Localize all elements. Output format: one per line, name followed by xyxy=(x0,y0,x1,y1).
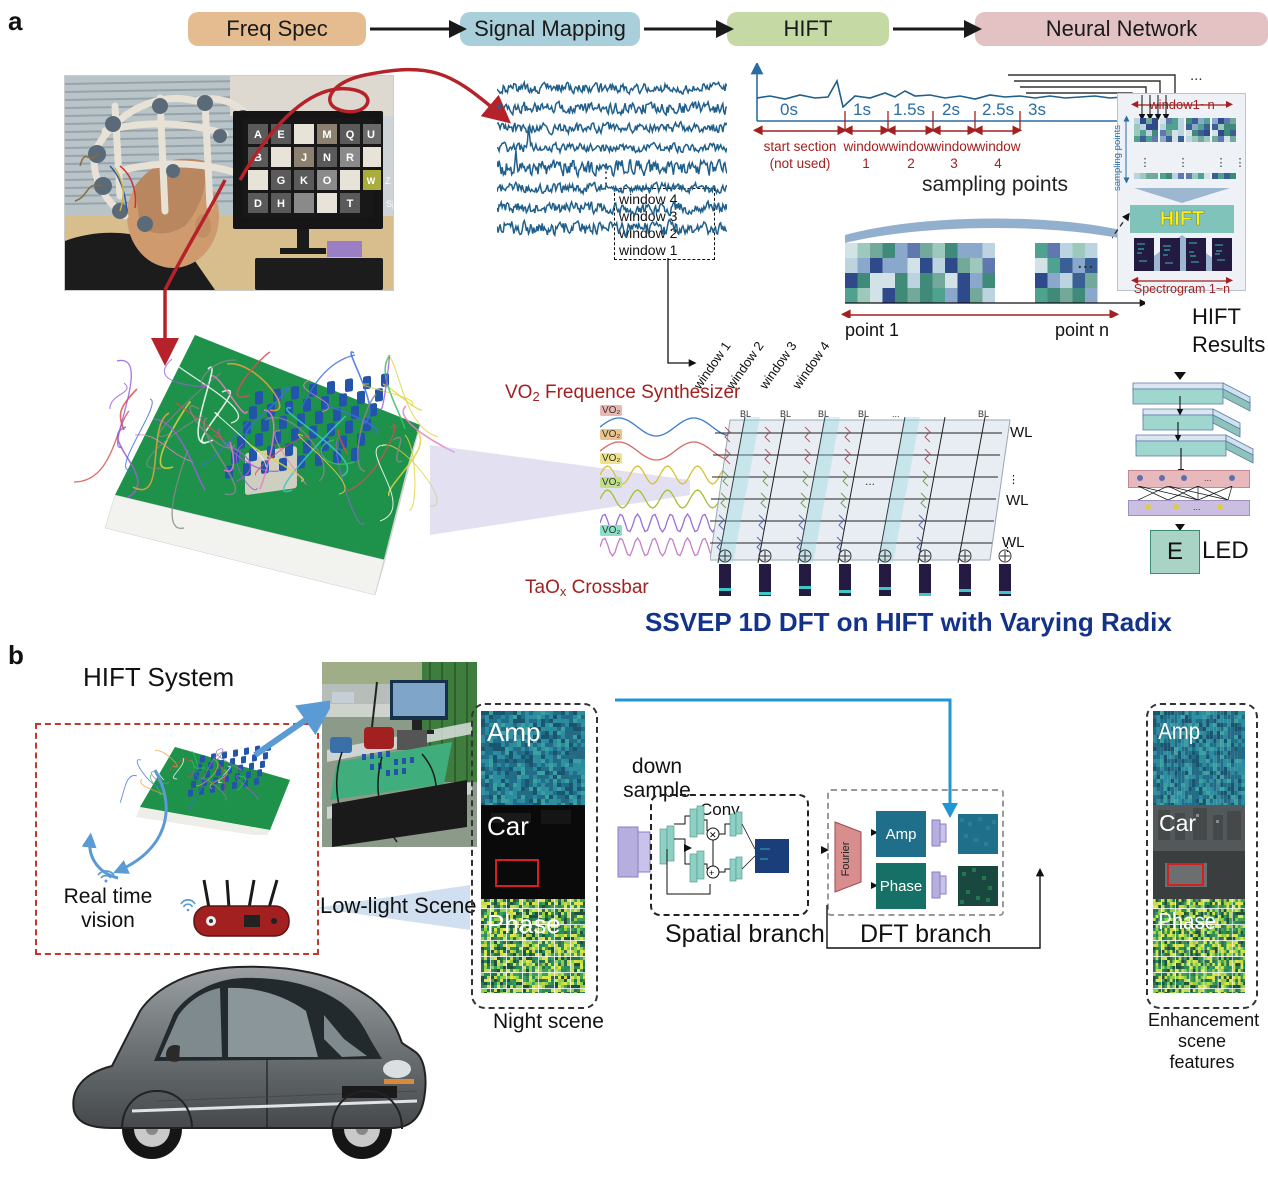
svg-text:Phase: Phase xyxy=(487,909,561,939)
svg-text:Car: Car xyxy=(1159,810,1196,836)
svg-text:Amp: Amp xyxy=(487,717,540,747)
svg-text:Car: Car xyxy=(487,811,529,841)
svg-text:Amp: Amp xyxy=(1158,718,1200,744)
svg-text:Phase: Phase xyxy=(1158,908,1216,934)
